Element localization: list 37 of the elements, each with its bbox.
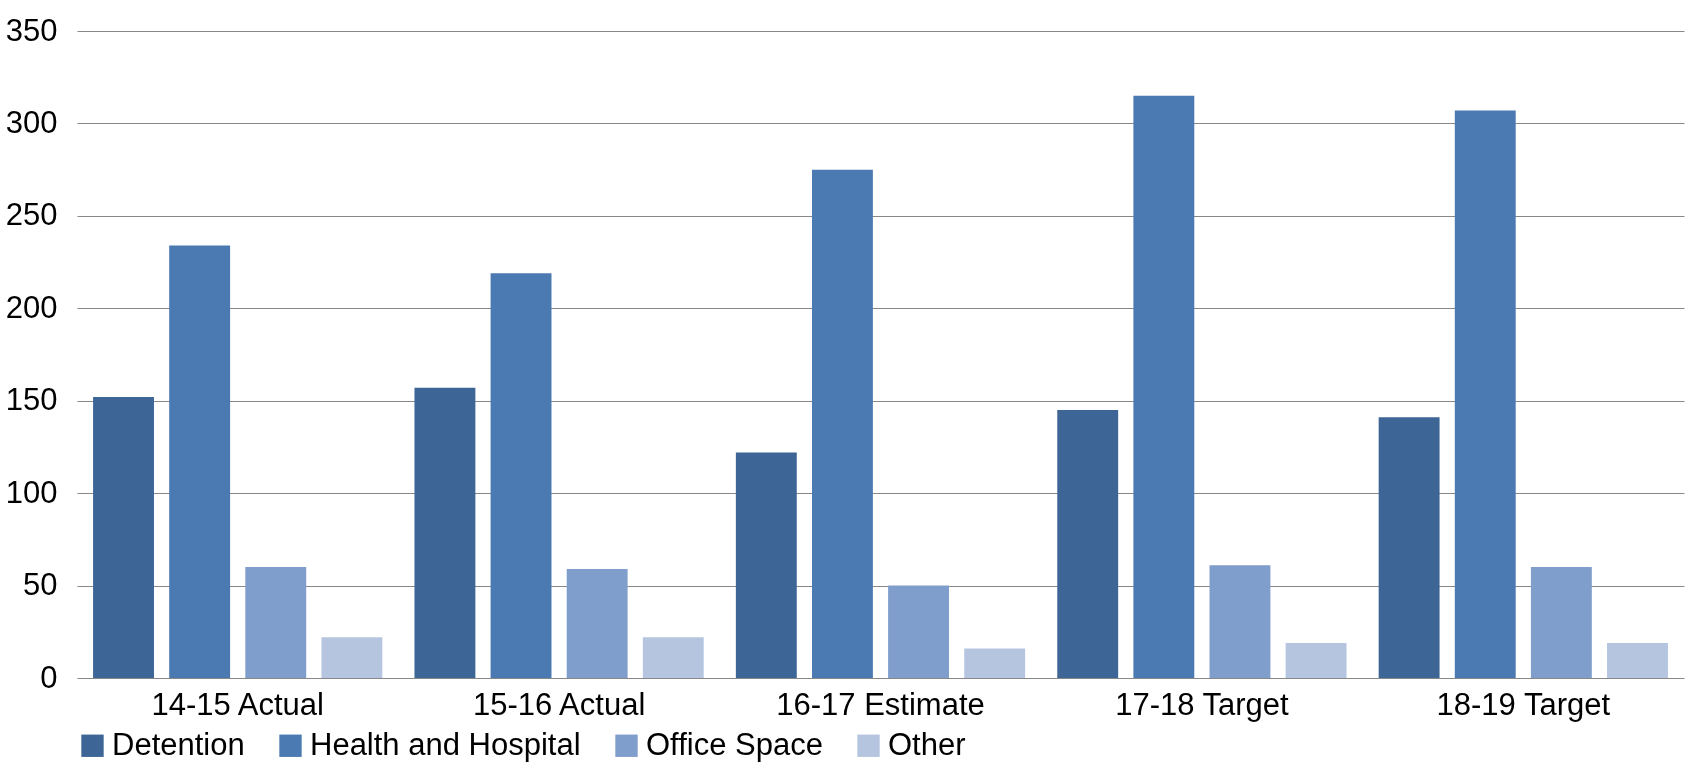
legend-label: Detention <box>112 726 245 762</box>
bar <box>1133 95 1195 678</box>
y-tick-label: 200 <box>5 289 58 325</box>
x-tick-label: 15-16 Actual <box>472 686 646 722</box>
bar <box>1530 567 1592 678</box>
legend-label: Office Space <box>646 726 823 762</box>
bar <box>964 648 1026 678</box>
bar <box>1607 642 1668 678</box>
bar <box>1378 417 1440 678</box>
bar <box>321 637 383 678</box>
x-tick-label: 14-15 Actual <box>151 686 324 722</box>
bar <box>1454 110 1516 678</box>
x-tick-label: 18-19 Target <box>1436 686 1611 722</box>
bar <box>414 387 476 678</box>
bar <box>1057 409 1119 678</box>
bar <box>1285 642 1347 678</box>
y-tick-label: 350 <box>5 12 58 48</box>
y-tick-label: 100 <box>5 474 58 510</box>
bar <box>811 169 873 678</box>
bar <box>93 397 154 678</box>
x-tick-label: 16-17 Estimate <box>776 686 985 722</box>
bar <box>888 585 950 678</box>
y-tick-label: 0 <box>40 659 58 695</box>
bar <box>490 273 552 678</box>
bar <box>245 567 307 678</box>
bar <box>735 452 797 678</box>
legend-label: Health and Hospital <box>310 726 581 762</box>
y-tick-label: 250 <box>5 197 58 233</box>
legend-label: Other <box>888 726 966 762</box>
y-tick-label: 150 <box>5 382 58 418</box>
y-tick-label: 50 <box>23 567 58 603</box>
bar <box>642 637 704 678</box>
x-tick-label: 17-18 Target <box>1115 686 1290 722</box>
y-tick-label: 300 <box>5 104 58 140</box>
bar <box>1209 565 1271 678</box>
bar <box>566 568 628 678</box>
bar <box>169 245 231 678</box>
